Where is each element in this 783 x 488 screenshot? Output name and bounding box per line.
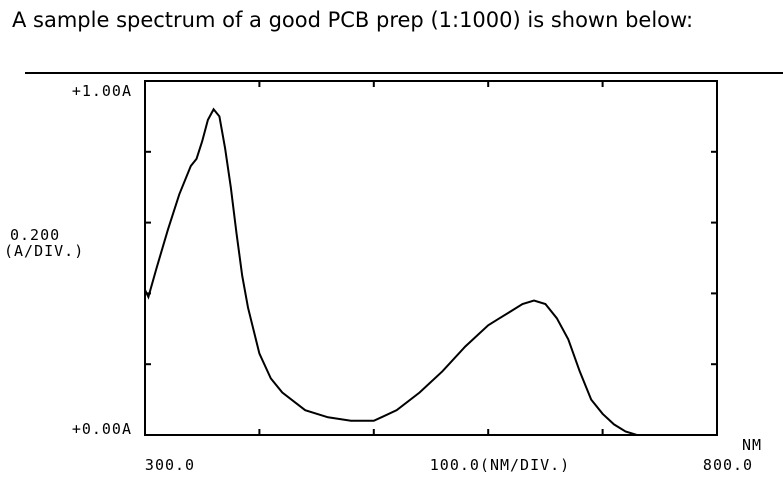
- axis-ticks: [144, 80, 718, 436]
- x-right-label: 800.0: [703, 456, 753, 474]
- x-left-label: 300.0: [145, 456, 195, 474]
- plot-frame: [144, 80, 718, 436]
- caption-text: A sample spectrum of a good PCB prep (1:…: [12, 8, 694, 32]
- x-unit-label: NM: [742, 436, 762, 454]
- y-bottom-label: +0.00A: [72, 420, 132, 438]
- y-top-label: +1.00A: [72, 82, 132, 100]
- spectrum-line: [144, 107, 638, 436]
- x-center-label: 100.0(NM/DIV.): [430, 456, 570, 474]
- y-scale-label: 0.200: [10, 226, 60, 244]
- y-scale-unit-label: (A/DIV.): [4, 242, 84, 260]
